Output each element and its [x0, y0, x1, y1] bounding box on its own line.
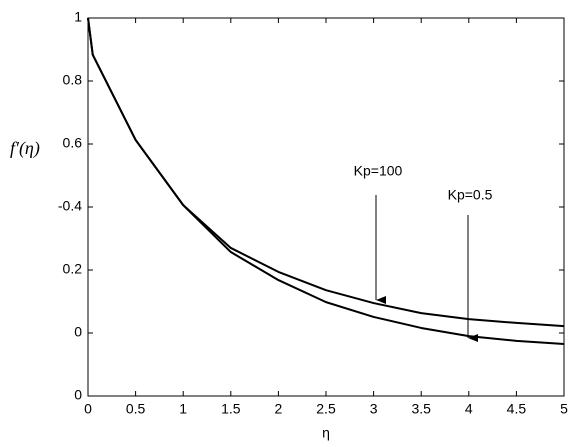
x-tick-label: 1.5 — [221, 401, 241, 417]
y-axis-label: f′(η) — [10, 138, 40, 159]
y-tick-label: 0.8 — [63, 72, 83, 88]
line-series — [87, 17, 565, 346]
x-axis-label: η — [322, 425, 330, 441]
annotation: Kp=0.5 — [448, 187, 493, 203]
y-tick-label: 0 — [74, 324, 82, 340]
x-tick-label: 3.5 — [411, 401, 431, 417]
x-tick-label: 5 — [560, 401, 568, 417]
y-tick-label: 1 — [74, 9, 82, 25]
y-tick-label: 0.6 — [63, 135, 83, 151]
x-tick-label: 4 — [465, 401, 473, 417]
y-tick-label: 0 — [74, 387, 82, 403]
x-tick-label: 3 — [370, 401, 378, 417]
annotation: Kp=100 — [354, 163, 403, 179]
x-tick-label: 2 — [275, 401, 283, 417]
x-tick-label: 0 — [84, 401, 92, 417]
x-tick-label: 0.5 — [126, 401, 146, 417]
y-tick-label: -0.4 — [58, 198, 82, 214]
y-tick-label: 0.2 — [63, 261, 83, 277]
x-tick-label: 1 — [179, 401, 187, 417]
x-tick-label: 2.5 — [316, 401, 336, 417]
x-tick-label: 4.5 — [507, 401, 527, 417]
